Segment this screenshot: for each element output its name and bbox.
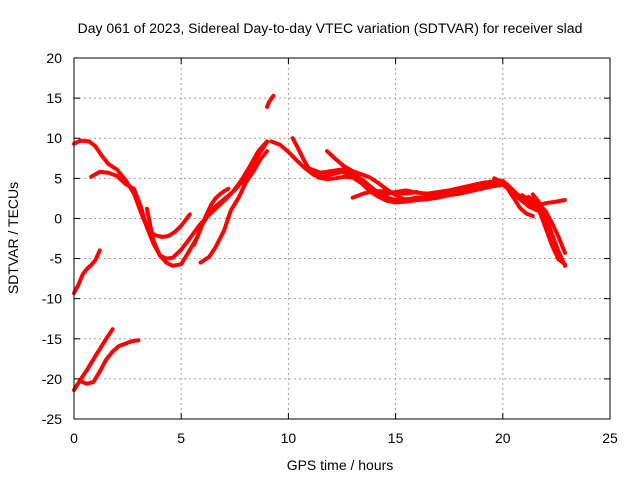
y-tick-label: -10 [42,291,62,307]
y-axis-label: SDTVAR / TECUs [5,182,21,294]
series-arc-11 [350,189,419,200]
plot-frame [73,57,611,420]
series-arc-18 [78,338,141,386]
series-arc-16 [72,248,102,296]
x-tick-label: 20 [495,430,511,446]
axis-ticks: 0 5 10 15 20 25 -25 -20 -15 -10 -5 0 5 10 15 20 [42,50,618,446]
y-tick-label: -15 [42,331,62,347]
y-tick-label: 10 [46,130,62,146]
x-tick-label: 5 [177,430,185,446]
x-tick-label: 25 [602,430,618,446]
x-tick-label: 10 [281,430,297,446]
x-tick-label: 15 [388,430,404,446]
series-arc-14 [526,194,567,255]
series-arc-15 [530,192,567,268]
series-arc-6 [265,93,276,109]
x-axis-label: GPS time / hours [287,457,394,473]
series-arc-9 [307,166,567,209]
y-tick-label: -5 [50,251,63,267]
y-tick-label: -25 [42,411,62,427]
y-tick-label: 5 [54,170,62,186]
y-tick-label: 20 [46,50,62,66]
data-series [72,93,567,393]
series-arc-5 [198,149,269,265]
grid-lines [74,58,610,419]
y-tick-label: 0 [54,210,62,226]
y-tick-label: 15 [46,90,62,106]
y-tick-label: -20 [42,371,62,387]
series-arc-12 [492,176,535,218]
chart-title: Day 061 of 2023, Sidereal Day-to-day VTE… [78,20,583,36]
x-tick-label: 0 [70,430,78,446]
series-arc-13 [520,193,567,267]
series-arc-4 [192,186,231,247]
